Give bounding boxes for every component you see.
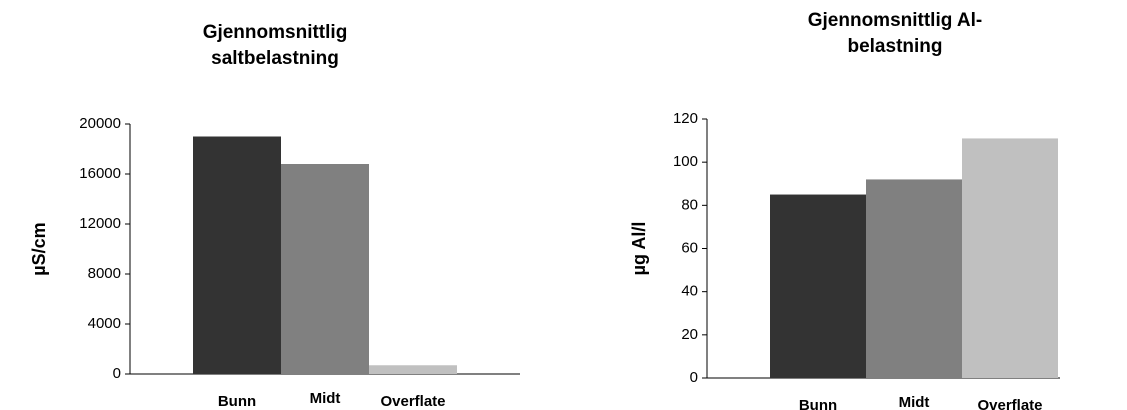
y-axis-label: µg Al/l	[629, 222, 649, 276]
chart-title: Gjennomsnittlig Al-belastning	[807, 10, 983, 57]
y-tick-label: 4000	[88, 315, 121, 332]
bar	[281, 164, 369, 374]
y-tick-label: 120	[673, 110, 698, 127]
y-tick-label: 80	[681, 196, 698, 213]
y-tick-label: 16000	[79, 165, 121, 182]
y-axis-label: µS/cm	[29, 222, 49, 275]
x-tick-label: Bunn	[799, 397, 837, 410]
chart-title: Gjennomsnittlig saltbelastning	[202, 22, 348, 69]
y-tick-label: 0	[690, 369, 698, 386]
bar	[193, 136, 281, 374]
bar	[770, 194, 866, 378]
bar	[866, 179, 962, 378]
x-tick-label: Bunn	[218, 393, 256, 410]
y-tick-label: 60	[681, 239, 698, 256]
y-tick-label: 40	[681, 283, 698, 300]
y-tick-label: 20	[681, 326, 698, 343]
x-tick-label: Overflate	[977, 397, 1042, 410]
y-tick-label: 100	[673, 153, 698, 170]
x-tick-label: Midt	[310, 390, 341, 407]
y-tick-label: 8000	[88, 265, 121, 282]
bar	[369, 365, 457, 374]
bar	[962, 138, 1058, 378]
y-tick-label: 0	[113, 365, 121, 382]
x-tick-label: Overflate	[380, 393, 445, 410]
y-tick-label: 20000	[79, 115, 121, 132]
x-tick-label: Midt	[899, 394, 930, 410]
y-tick-label: 12000	[79, 215, 121, 232]
